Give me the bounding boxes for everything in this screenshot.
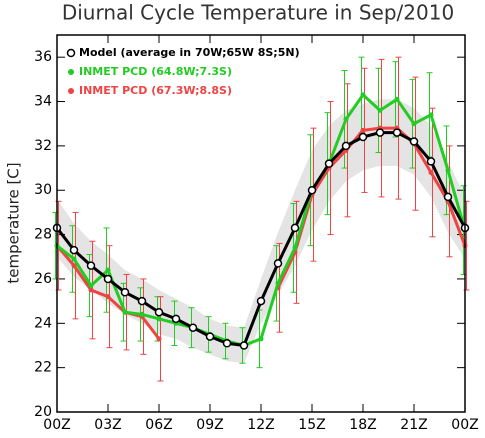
x-tick-label: 18Z [349, 417, 376, 433]
marker [71, 263, 77, 269]
marker [411, 121, 417, 127]
legend-label: INMET PCD (64.8W;7.3S) [79, 65, 232, 78]
marker [205, 332, 215, 341]
marker [256, 296, 266, 306]
legend-marker [68, 69, 74, 75]
x-tick-label: 00Z [43, 417, 70, 433]
x-tick-label: 12Z [247, 417, 274, 433]
marker [292, 245, 298, 251]
marker [358, 132, 368, 142]
x-tick-label: 03Z [94, 417, 121, 433]
y-tick-label: 36 [34, 49, 52, 65]
y-axis-label: temperature [C] [5, 162, 23, 283]
marker [275, 280, 281, 286]
y-tick-label: 20 [34, 404, 52, 420]
marker [88, 283, 94, 289]
legend-label: Model (average in 70W;65W 8S;5N) [79, 46, 300, 59]
marker [324, 159, 334, 168]
legend-marker [68, 88, 74, 94]
marker [428, 169, 434, 175]
marker [426, 157, 436, 166]
marker [122, 309, 128, 315]
x-tick-label: 06Z [145, 417, 172, 433]
marker [103, 274, 113, 284]
marker [137, 296, 147, 306]
marker [394, 96, 400, 102]
marker [409, 137, 419, 146]
y-tick-label: 28 [34, 227, 52, 243]
marker [69, 245, 79, 255]
marker [222, 339, 232, 348]
marker [154, 307, 164, 317]
marker [443, 192, 453, 202]
marker [71, 256, 77, 262]
legend-marker [66, 48, 76, 58]
marker [105, 294, 111, 300]
model-spread-band [57, 99, 465, 364]
marker [188, 323, 198, 332]
marker [120, 287, 130, 297]
plot-frame [56, 34, 466, 413]
y-tick-label: 22 [34, 360, 52, 376]
y-tick-label: 32 [34, 138, 52, 154]
marker [343, 116, 349, 122]
marker [139, 311, 145, 317]
legend-label: INMET PCD (67.3W;8.8S) [79, 84, 232, 97]
marker [290, 223, 300, 233]
y-tick-label: 30 [34, 182, 52, 198]
marker [258, 336, 264, 342]
marker [375, 128, 385, 137]
x-tick-label: 15Z [298, 417, 325, 433]
marker [273, 259, 283, 268]
marker [156, 336, 162, 342]
marker [445, 167, 451, 173]
marker [239, 341, 249, 350]
y-tick-label: 26 [34, 271, 52, 287]
marker [392, 128, 402, 137]
marker [156, 316, 162, 322]
marker [171, 314, 181, 324]
marker [86, 261, 96, 270]
chart-title: Diurnal Cycle Temperature in Sep/2010 [62, 1, 454, 25]
marker [341, 141, 351, 151]
marker [105, 267, 111, 273]
marker [307, 185, 317, 195]
x-tick-label: 21Z [400, 417, 427, 433]
y-tick-label: 34 [34, 94, 52, 110]
marker [428, 112, 434, 118]
marker [88, 287, 94, 293]
x-tick-label: 09Z [196, 417, 223, 433]
y-tick-label: 24 [34, 315, 52, 331]
marker [360, 127, 366, 133]
marker [377, 107, 383, 113]
x-tick-label: 00Z [451, 417, 478, 433]
marker [360, 92, 366, 98]
